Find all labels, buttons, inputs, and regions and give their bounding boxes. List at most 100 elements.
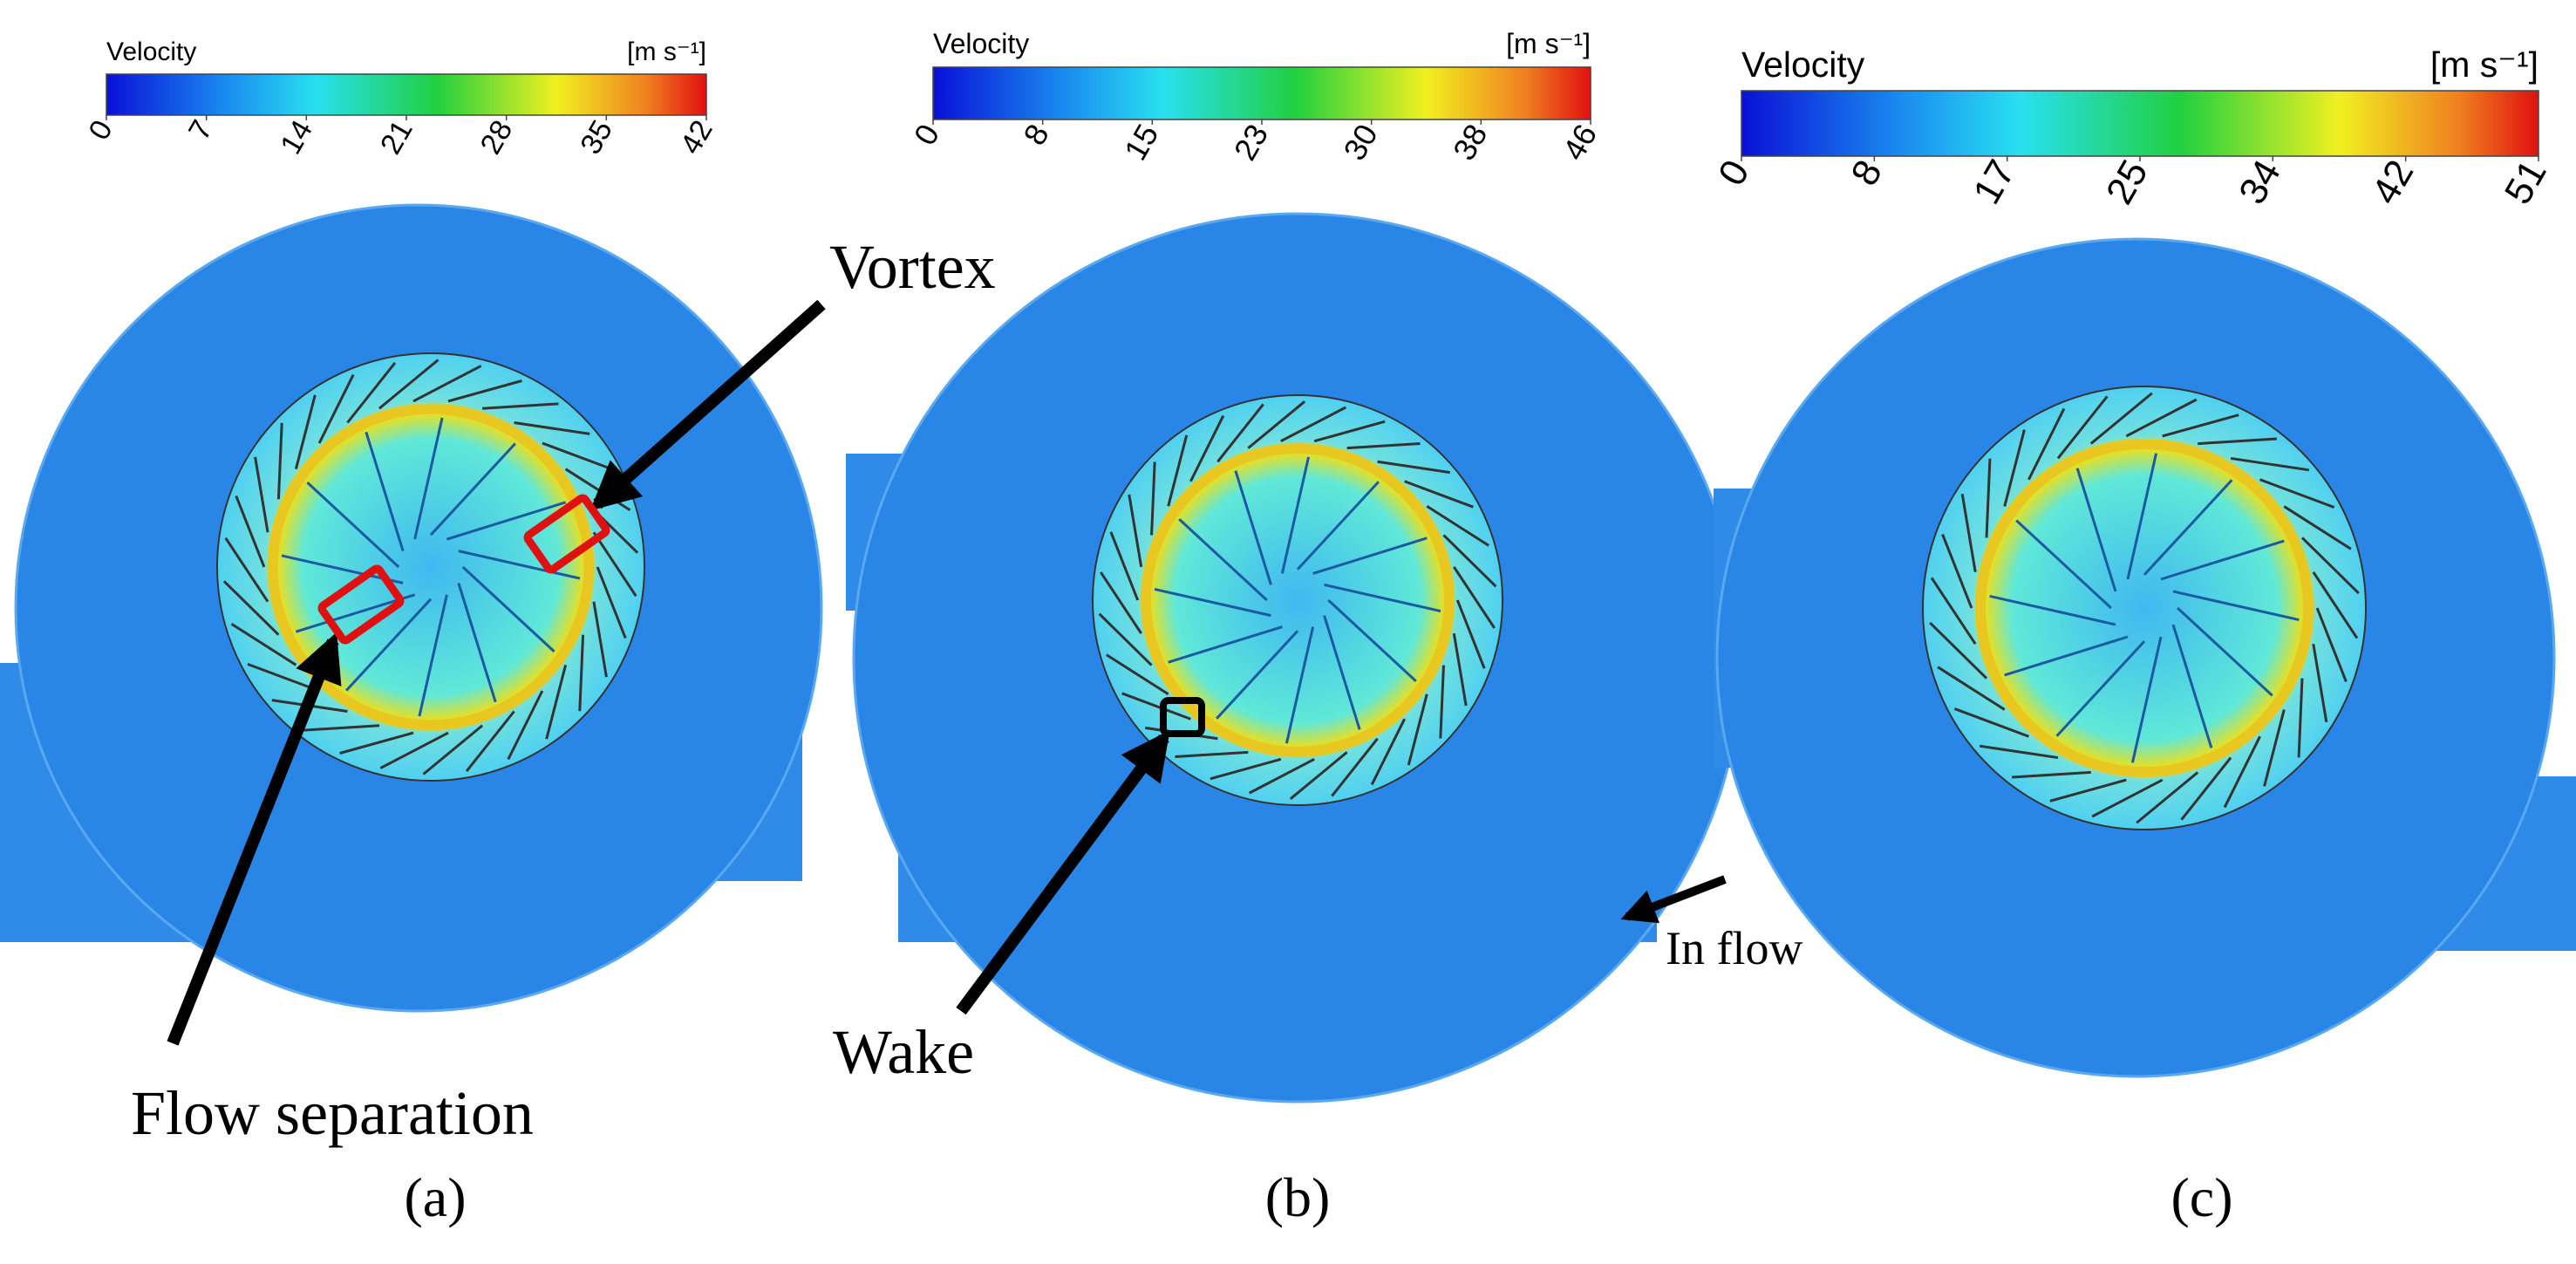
colorbar-tick-label: 25 [2098, 153, 2157, 211]
guide-vane [345, 598, 433, 692]
blade [1370, 718, 1406, 786]
blade [1331, 737, 1379, 797]
blade [1930, 577, 1977, 646]
blade [1452, 632, 1468, 707]
panel-label: (a) [404, 1166, 466, 1228]
guide-vane [1989, 594, 2116, 626]
blade [2049, 778, 2127, 803]
blade [2012, 770, 2091, 779]
guide-vane [429, 442, 516, 536]
colorbar-tick-label: 35 [574, 114, 619, 160]
panel-label: (b) [1265, 1166, 1331, 1228]
blade [1407, 693, 1428, 766]
colorbar-tick-label: 0 [82, 114, 119, 145]
blade [1985, 458, 1992, 538]
guide-vane [1280, 456, 1311, 574]
blade [1128, 494, 1143, 568]
blade [2056, 395, 2109, 460]
guide-vane [1178, 518, 1268, 602]
blade [1280, 406, 1347, 443]
artwork: Velocity [m s⁻¹] 0 7 14 21 28 35 42 (a) Velocity [m… [0, 28, 2576, 1228]
guide-vane [446, 501, 567, 541]
colorbar-unit: [m s⁻¹] [2430, 44, 2539, 85]
blade [1100, 571, 1142, 634]
colorbar [1741, 90, 2539, 157]
guide-vane [1324, 583, 1441, 613]
impeller [1922, 386, 2367, 830]
annotation-text: Vortex [829, 232, 996, 302]
guide-vane [1323, 615, 1361, 730]
blade [1210, 757, 1282, 781]
blade [1426, 504, 1489, 547]
guide-vane [2130, 636, 2163, 763]
blade [2312, 643, 2328, 723]
blade [2125, 398, 2198, 438]
blade [596, 566, 627, 639]
guide-vane [1285, 626, 1315, 744]
blade [1346, 442, 1421, 450]
blade [1150, 461, 1156, 536]
blade [276, 422, 283, 500]
blade [2300, 536, 2360, 595]
arrow [956, 730, 1170, 1015]
impeller-ring [267, 403, 595, 731]
blade [447, 379, 522, 403]
blade [1189, 414, 1225, 482]
guide-vane [413, 417, 444, 540]
blade [230, 623, 297, 666]
arrow [1620, 875, 1727, 924]
blade [507, 690, 544, 761]
guide-vane [1216, 630, 1299, 720]
blade [346, 361, 397, 424]
annotation-text: Flow separation [131, 1078, 534, 1148]
colorbar-tick-label: 7 [182, 114, 219, 145]
colorbar-unit: [m s⁻¹] [627, 38, 706, 66]
blade [412, 365, 482, 403]
blade [303, 724, 380, 732]
guide-vane [2075, 468, 2117, 592]
blade [235, 495, 266, 568]
colorbar-tick-label: 21 [374, 114, 419, 160]
colorbar-title: Velocity [1741, 44, 1865, 85]
blade [2230, 456, 2310, 472]
colorbar-tick-label: 14 [274, 114, 319, 160]
colorbar-tick-label: 15 [1117, 118, 1166, 166]
blade [1175, 750, 1249, 758]
colorbar [106, 73, 707, 116]
highlight-box [523, 494, 610, 574]
blade [1248, 757, 1315, 795]
blade [545, 664, 568, 740]
blade [1455, 599, 1486, 669]
colorbar-tick-label: 51 [2497, 153, 2555, 211]
guide-vane [2172, 590, 2300, 622]
blade [514, 421, 590, 435]
guide-vane [295, 593, 416, 633]
colorbar-unit: [m s⁻¹] [1506, 28, 1591, 59]
blade [592, 531, 637, 598]
blade [1979, 744, 2059, 760]
annotation-text: Wake [833, 1017, 974, 1087]
colorbar-tick-label: 17 [1965, 153, 2023, 211]
blade [1109, 531, 1140, 601]
colorbar-tick-label: 28 [474, 114, 520, 160]
blade [2180, 756, 2232, 821]
blade [2259, 478, 2335, 509]
blade [1247, 400, 1306, 449]
guide-vane [1168, 625, 1283, 664]
blade [2312, 571, 2359, 639]
blade [1167, 434, 1189, 507]
colorbar-tick-label: 30 [1336, 118, 1385, 166]
colorbar-tick-label: 38 [1446, 118, 1495, 166]
guide-vane [1234, 470, 1272, 585]
colorbar-tick-label: 8 [1016, 118, 1056, 151]
highlight-box [317, 564, 405, 645]
blade [2283, 505, 2352, 550]
guide-vane [2055, 640, 2146, 737]
impeller-ring [1141, 443, 1455, 757]
colorbar-tick-label: 46 [1556, 118, 1605, 166]
blade [1453, 566, 1496, 629]
colorbar-tick-label: 8 [1843, 153, 1891, 193]
blade [1439, 665, 1445, 739]
guide-vane [457, 582, 497, 703]
guide-vane [2177, 606, 2273, 697]
